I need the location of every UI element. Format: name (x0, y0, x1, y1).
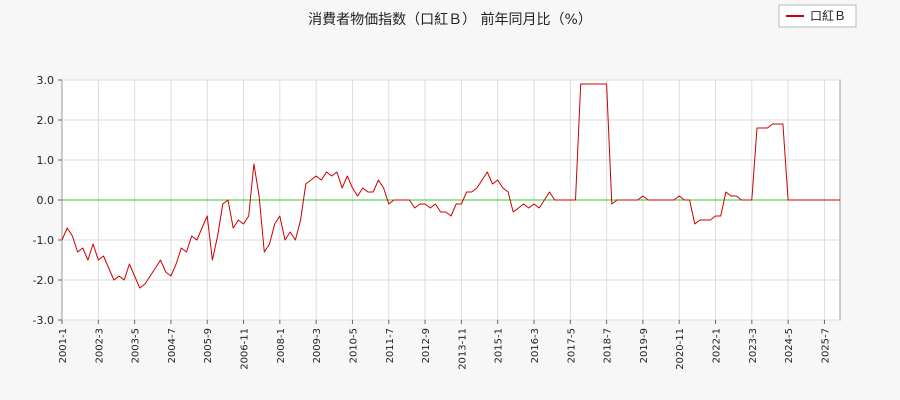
x-tick-label: 2015-1 (494, 328, 505, 363)
x-tick-label: 2002-3 (94, 328, 105, 363)
y-tick-label: -3.0 (33, 314, 54, 327)
x-tick-label: 2010-5 (348, 328, 359, 363)
x-tick-label: 2013-11 (457, 328, 468, 370)
y-axis-tick-labels: 3.0 2.0 1.0 0.0 -1.0 -2.0 -3.0 (33, 74, 54, 327)
x-tick-label: 2004-7 (167, 328, 178, 363)
x-tick-label: 2005-9 (203, 328, 214, 363)
legend-box (778, 4, 857, 28)
y-tick-label: 0.0 (37, 194, 55, 207)
x-axis-tick-labels: 2001-1 2002-3 2003-5 2004-7 2005-9 2006-11 200… (58, 328, 831, 370)
legend-label: 口紅Ｂ (810, 9, 846, 23)
y-tick-label: 2.0 (37, 114, 55, 127)
x-tick-label: 2006-11 (240, 328, 251, 370)
x-tick-label: 2024-5 (784, 328, 795, 363)
y-tick-label: 1.0 (37, 154, 55, 167)
x-tick-label: 2022-1 (712, 328, 723, 363)
x-tick-label: 2009-3 (312, 328, 323, 363)
x-tick-label: 2011-7 (385, 328, 396, 363)
x-tick-label: 2001-1 (58, 328, 69, 363)
x-tick-label: 2023-3 (748, 328, 759, 363)
x-tick-label: 2012-9 (421, 328, 432, 363)
x-tick-label: 2016-3 (530, 328, 541, 363)
chart-title: 消費者物価指数（口紅Ｂ） 前年同月比（%） (308, 11, 592, 28)
y-tick-label: -2.0 (33, 274, 54, 287)
x-tick-label: 2003-5 (131, 328, 142, 363)
x-tick-label: 2018-7 (603, 328, 614, 363)
series-line (61, 83, 840, 289)
series-layer (61, 83, 840, 289)
x-tick-label: 2025-7 (820, 328, 831, 363)
x-tick-label: 2008-1 (276, 328, 287, 363)
x-tick-label: 2017-5 (566, 328, 577, 363)
y-tick-label: -1.0 (33, 234, 54, 247)
x-tick-label: 2020-11 (675, 328, 686, 370)
legend: 口紅Ｂ (778, 4, 857, 28)
x-tick-label: 2019-9 (639, 328, 650, 363)
y-tick-label: 3.0 (37, 74, 55, 87)
